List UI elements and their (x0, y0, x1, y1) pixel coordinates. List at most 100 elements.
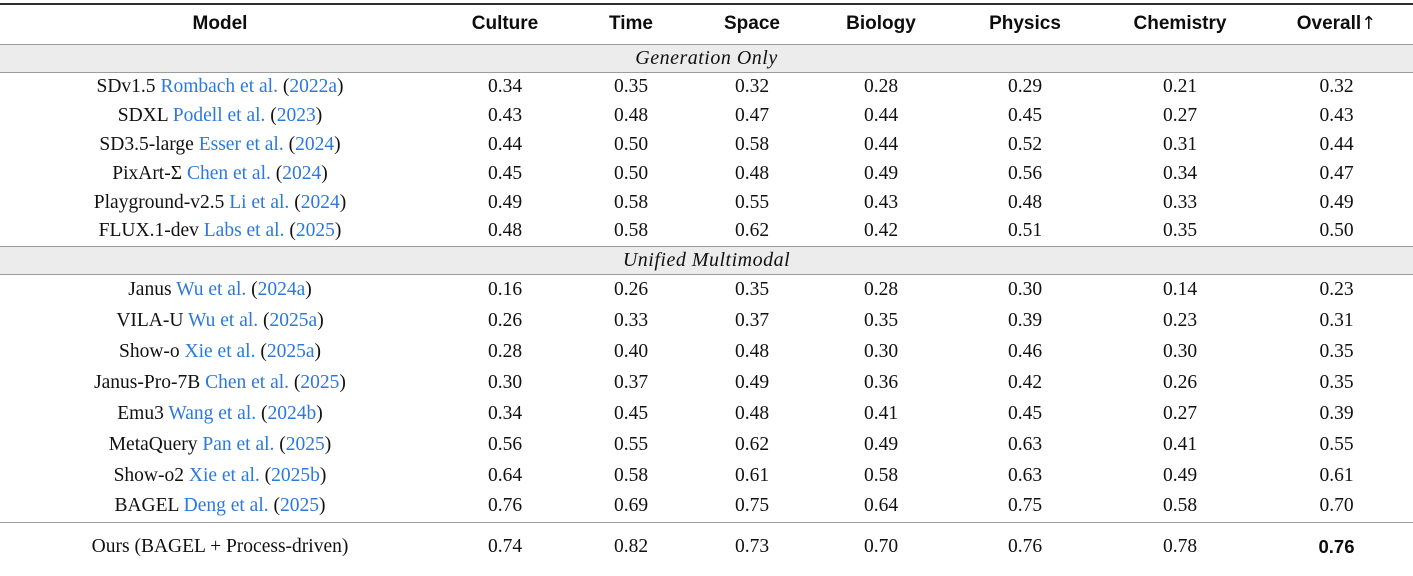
overall-score-cell: 0.70 (1319, 495, 1354, 517)
score-cell: 0.78 (1100, 521, 1260, 568)
overall-score-cell: 0.76 (1260, 521, 1413, 568)
model-name: SDXL (117, 104, 168, 126)
score-cell: 0.44 (863, 133, 899, 155)
score-cell: 0.76 (487, 495, 523, 517)
score-cell: 0.45 (613, 402, 649, 424)
section-label: Unified Multimodal (0, 245, 1413, 275)
score-cell: 0.48 (734, 162, 770, 184)
score-cell: 0.73 (692, 521, 812, 568)
citation-year-link[interactable]: 2025a (266, 340, 315, 362)
score-cell: 0.45 (1007, 104, 1043, 126)
citation-authors-link[interactable]: Deng et al. (183, 495, 269, 517)
table-row: Janus-Pro-7B Chen et al. (2025) 0.30 0.37 0… (0, 367, 1413, 398)
model-name: Janus-Pro-7B (94, 371, 201, 393)
score-cell: 0.63 (1007, 464, 1043, 486)
citation-year-link[interactable]: 2024b (267, 402, 317, 424)
model-name: BAGEL (114, 495, 179, 517)
score-cell: 0.28 (863, 75, 899, 97)
citation-year-link[interactable]: 2025a (269, 309, 318, 331)
table-row: Playground-v2.5 Li et al. (2024) 0.49 0.58… (0, 188, 1413, 217)
score-cell: 0.58 (613, 191, 649, 213)
overall-label: Overall (1296, 13, 1362, 35)
score-cell: 0.42 (863, 220, 899, 242)
citation-year-link[interactable]: 2025 (300, 371, 340, 393)
citation-year-link[interactable]: 2022a (289, 75, 337, 97)
citation-year-link[interactable]: 2025 (285, 433, 325, 455)
citation-authors-link[interactable]: Li et al. (229, 191, 290, 213)
score-cell: 0.34 (1162, 162, 1198, 184)
citation-authors-link[interactable]: Pan et al. (202, 433, 275, 455)
score-cell: 0.48 (487, 220, 523, 242)
model-name: Emu3 (117, 402, 164, 424)
score-cell: 0.62 (734, 433, 770, 455)
table-header: Model Culture Time Space Biology Physics… (0, 4, 1413, 45)
model-cell: Playground-v2.5 Li et al. (2024) (93, 191, 347, 213)
column-header-model: Model (0, 4, 440, 45)
model-cell: Emu3 Wang et al. (2024b) (117, 402, 323, 424)
model-cell: PixArt-Σ Chen et al. (2024) (112, 162, 328, 184)
citation-authors-link[interactable]: Xie et al. (188, 464, 260, 486)
citation-year-link[interactable]: 2023 (276, 104, 316, 126)
citation-authors-link[interactable]: Podell et al. (172, 104, 266, 126)
score-cell: 0.23 (1162, 309, 1198, 331)
model-name: Ours (BAGEL + Process-driven) (91, 536, 349, 558)
score-cell: 0.26 (613, 278, 649, 300)
score-cell: 0.48 (734, 340, 770, 362)
table-row: SDv1.5 Rombach et al. (2022a) 0.34 0.35 0.3… (0, 72, 1413, 101)
column-header-overall: Overall↑ (1260, 4, 1413, 45)
score-cell: 0.31 (1162, 133, 1198, 155)
score-cell: 0.46 (1007, 340, 1043, 362)
overall-score-cell: 0.43 (1319, 104, 1354, 126)
score-cell: 0.49 (863, 162, 899, 184)
score-cell: 0.58 (734, 133, 770, 155)
score-cell: 0.70 (812, 521, 950, 568)
score-cell: 0.48 (1007, 191, 1043, 213)
score-cell: 0.30 (1162, 340, 1198, 362)
citation-year-link[interactable]: 2024a (257, 278, 306, 300)
table-row: SD3.5-large Esser et al. (2024) 0.44 0.50 0… (0, 130, 1413, 159)
column-header-time: Time (570, 4, 692, 45)
citation-authors-link[interactable]: Chen et al. (186, 162, 271, 184)
citation-authors-link[interactable]: Chen et al. (205, 371, 290, 393)
citation-year-link[interactable]: 2024 (300, 191, 340, 213)
score-cell: 0.44 (863, 104, 899, 126)
citation-authors-link[interactable]: Wang et al. (168, 402, 257, 424)
score-cell: 0.69 (613, 495, 649, 517)
score-cell: 0.35 (863, 309, 899, 331)
citation-authors-link[interactable]: Labs et al. (203, 220, 285, 242)
score-cell: 0.26 (1162, 371, 1198, 393)
score-cell: 0.34 (487, 75, 523, 97)
score-cell: 0.28 (863, 278, 899, 300)
score-cell: 0.28 (487, 340, 523, 362)
score-cell: 0.27 (1162, 104, 1198, 126)
score-cell: 0.52 (1007, 133, 1043, 155)
citation-authors-link[interactable]: Wu et al. (176, 278, 247, 300)
citation-year-link[interactable]: 2025 (295, 220, 335, 242)
citation-authors-link[interactable]: Esser et al. (198, 133, 284, 155)
table-body: Generation Only SDv1.5 Rombach et al. (20… (0, 43, 1413, 568)
overall-score-cell: 0.35 (1319, 340, 1354, 362)
model-name: Playground-v2.5 (93, 191, 225, 213)
citation-year-link[interactable]: 2024 (282, 162, 322, 184)
column-header-chemistry: Chemistry (1100, 4, 1260, 45)
model-cell: Janus-Pro-7B Chen et al. (2025) (94, 371, 346, 393)
score-cell: 0.27 (1162, 402, 1198, 424)
citation-year-link[interactable]: 2025b (271, 464, 320, 486)
score-cell: 0.35 (613, 75, 649, 97)
score-cell: 0.34 (487, 402, 523, 424)
citation-authors-link[interactable]: Rombach et al. (160, 75, 278, 97)
citation-year-link[interactable]: 2025 (280, 495, 320, 517)
citation-year-link[interactable]: 2024 (295, 133, 335, 155)
score-cell: 0.48 (613, 104, 649, 126)
citation-authors-link[interactable]: Xie et al. (184, 340, 256, 362)
score-cell: 0.14 (1162, 278, 1198, 300)
score-cell: 0.56 (1007, 162, 1043, 184)
model-cell: BAGEL Deng et al. (2025) (114, 495, 326, 517)
citation-authors-link[interactable]: Wu et al. (188, 309, 259, 331)
model-cell: Show-o2 Xie et al. (2025b) (113, 464, 327, 486)
score-cell: 0.32 (734, 75, 770, 97)
score-cell: 0.63 (1007, 433, 1043, 455)
model-cell: Janus Wu et al. (2024a) (128, 278, 312, 300)
overall-score-cell: 0.35 (1319, 371, 1354, 393)
model-name: PixArt-Σ (112, 162, 183, 184)
